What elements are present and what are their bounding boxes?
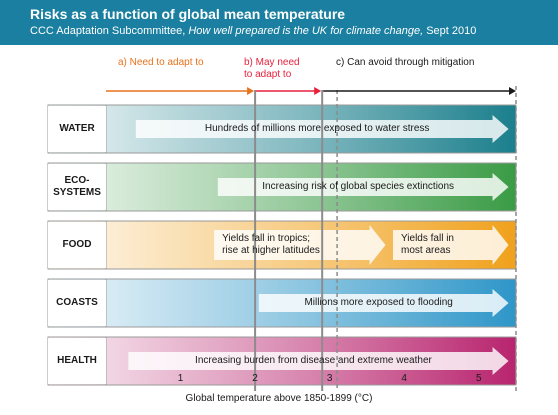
row-label-line1: HEALTH <box>57 355 97 366</box>
row-label-line1: WATER <box>59 123 95 134</box>
risk-arrow <box>214 225 386 265</box>
risk-arrow <box>393 225 509 265</box>
risk-arrow-text-line1: Increasing risk of global species extinc… <box>262 181 455 192</box>
phase-b-arrow-head <box>314 87 322 95</box>
risk-arrow-text-line1: Increasing burden from disease and extre… <box>195 355 432 366</box>
x-axis-label: Global temperature above 1850-1899 (°C) <box>185 393 373 404</box>
row-label: WATER <box>48 106 106 152</box>
row-label-text: WATER <box>59 123 94 135</box>
risk-arrow-text-line2: most areas <box>401 245 451 256</box>
row-label-line1: COASTS <box>56 297 98 308</box>
row-label-text: HEALTH <box>57 355 97 367</box>
phase-need-to-adapt-label: a) Need to adapt to <box>118 57 204 68</box>
risk-arrow-text-line1: Hundreds of millions more exposed to wat… <box>204 123 430 134</box>
row-label-line1: FOOD <box>62 239 92 250</box>
risk-arrow <box>128 347 509 375</box>
phase-may-need-label: b) May need to adapt to <box>244 57 300 81</box>
risk-arrow-text: Millions more exposed to flooding <box>259 297 499 309</box>
x-tick-label: 3 <box>326 373 333 384</box>
x-tick-label: 2 <box>252 373 258 384</box>
phase-c-arrow-head <box>509 87 516 95</box>
row-label-line2: SYSTEMS <box>53 187 101 198</box>
x-tick-label: 4 <box>401 373 407 384</box>
phase-may-need-line1: b) May need <box>244 57 300 68</box>
row-label-text: COASTS <box>56 297 98 309</box>
risk-arrow-text: Hundreds of millions more exposed to wat… <box>136 123 499 135</box>
subtitle-prefix: CCC Adaptation Subcommittee, <box>30 25 189 37</box>
subtitle-report-title: How well prepared is the UK for climate … <box>188 25 424 37</box>
row-label-line1: ECO- <box>64 175 90 186</box>
risk-arrow-text-line2: rise at higher latitudes <box>222 245 320 256</box>
row-label-text: FOOD <box>63 239 92 251</box>
risk-arrow-text: Yields fall in most areas <box>401 233 454 257</box>
risk-arrow <box>217 173 509 201</box>
page-subtitle: CCC Adaptation Subcommittee, How well pr… <box>30 25 476 37</box>
x-tick-label: 5 <box>475 373 482 384</box>
page-title: Risks as a function of global mean tempe… <box>30 6 346 22</box>
phase-a-arrow-head <box>247 87 255 95</box>
risk-arrow-text: Increasing burden from disease and extre… <box>128 355 498 367</box>
risk-arrow-text: Increasing risk of global species extinc… <box>218 181 499 193</box>
header-banner: Risks as a function of global mean tempe… <box>0 0 558 45</box>
row-label: ECO- SYSTEMS <box>48 164 106 210</box>
row-label: COASTS <box>48 280 106 326</box>
risk-arrow-text-line1: Yields fall in <box>401 233 454 244</box>
row-label-text: ECO- SYSTEMS <box>53 175 101 199</box>
phase-may-need-line2: to adapt to <box>244 69 292 80</box>
risk-arrow-text-line1: Yields fall in tropics; <box>222 233 311 244</box>
row-label: HEALTH <box>48 338 106 384</box>
risk-arrow-text-line1: Millions more exposed to flooding <box>304 297 453 308</box>
risk-arrow-text: Yields fall in tropics; rise at higher la… <box>222 233 320 257</box>
row-label: FOOD <box>48 222 106 268</box>
x-tick-label: 1 <box>177 373 184 384</box>
phase-avoid-label: c) Can avoid through mitigation <box>336 57 475 68</box>
subtitle-suffix: Sept 2010 <box>423 25 477 37</box>
